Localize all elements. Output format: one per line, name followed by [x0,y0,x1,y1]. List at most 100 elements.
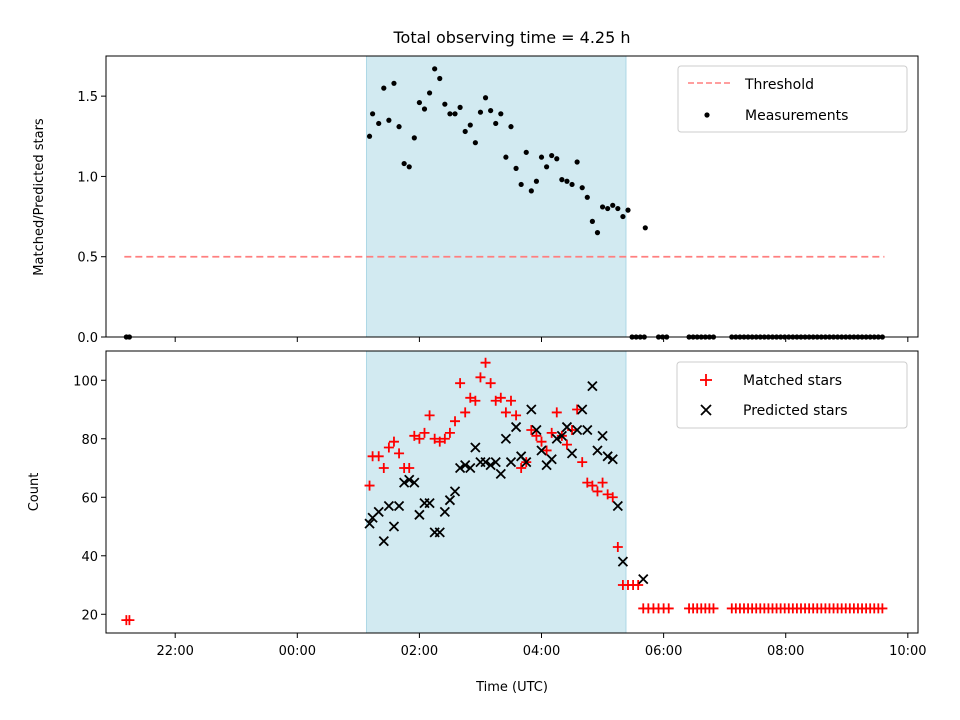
predicted-star-point [393,500,405,512]
x-tick-label: 02:00 [401,644,438,659]
matched-star-point [495,392,506,403]
matched-star-point [612,541,623,552]
measurement-point [503,154,509,160]
matched-star-point [383,442,394,453]
matched-star-point [546,427,557,438]
matched-star-point [633,580,644,591]
predicted-star-point [465,462,476,474]
legend-matched-swatch [700,374,712,386]
predicted-star-point [383,500,395,512]
legend-predicted-swatch [700,404,712,416]
count-axes: 20 40 60 80 100 22:00 00:00 02:00 04:00 06:00 08:0… [73,374,926,659]
predicted-star-point [460,459,471,471]
measurement-point [599,204,606,210]
predicted-star-point [526,404,537,415]
measurement-point [589,218,595,224]
x-tick-label: 04:00 [523,644,560,659]
predicted-star-point [454,462,466,474]
legend-measurements-swatch [704,112,710,118]
count-shaded-span [365,350,627,634]
predicted-star-point [414,509,425,520]
predicted-star-point [485,459,496,471]
ratio-panel: 0.0 0.5 1.0 1.5 Matched/Predicted stars Thr… [32,55,919,346]
predicted-star-point [373,506,384,518]
predicted-star-point [612,500,623,512]
matched-star-point [378,463,389,474]
measurement-point [543,164,550,170]
measurement-point [366,133,373,139]
matched-star-point [602,489,613,500]
measurement-point [574,159,580,165]
matched-star-point [439,433,450,444]
y-tick-label: 60 [81,491,98,506]
legend-predicted-label: Predicted stars [743,403,848,419]
measurement-point [549,152,555,159]
measurement-point [615,205,621,212]
measurement-point [559,177,565,183]
predicted-star-point [571,424,583,436]
matched-star-point [364,480,375,491]
ratio-axes-frame [105,55,919,338]
predicted-star-point [480,457,491,468]
measurement-point [493,120,499,127]
matched-star-point [373,451,384,462]
matched-star-point [470,395,481,406]
measurement-point [538,154,545,160]
measurement-point [584,194,590,200]
matched-star-point [124,615,135,626]
count-plot-area [121,357,888,626]
matched-star-point [541,445,552,456]
matched-star-point [444,427,455,438]
matched-star-point [404,463,415,474]
y-tick-label: 0.0 [77,331,98,346]
predicted-star-point [602,451,613,462]
matched-star-point [455,378,466,389]
matched-star-point [582,477,593,488]
y-tick-label: 20 [81,608,98,623]
matched-star-point [572,404,583,415]
y-tick-label: 1.5 [77,90,98,105]
measurement-point [401,160,407,167]
measurement-point [518,181,524,188]
measurement-point [411,135,417,141]
predicted-star-point [470,442,481,453]
predicted-star-point [500,433,512,444]
measurement-point [554,156,560,162]
predicted-star-point [566,448,578,459]
ratio-shaded-span [365,55,627,338]
measurement-point [421,106,428,112]
ratio-legend: Threshold Measurements [677,65,908,133]
predicted-star-point [434,527,445,538]
y-tick-label: 40 [81,550,98,565]
predicted-star-point [388,521,400,532]
predicted-star-point [551,433,562,444]
matched-star-point [429,433,440,444]
matched-star-point [877,603,888,614]
predicted-star-point [495,468,506,479]
matched-star-point [531,430,542,441]
predicted-star-point [444,495,456,506]
matched-star-point [505,395,516,406]
measurement-point [533,178,540,184]
predicted-star-point [617,556,629,567]
matched-star-point [490,395,501,406]
measurement-point [396,124,402,130]
predicted-star-point [607,454,618,465]
matched-star-point [500,407,511,418]
predicted-star-point [521,457,532,468]
measurement-point [457,104,463,110]
predicted-star-point [592,445,603,456]
ratio-y-axis-label: Matched/Predicted stars [32,118,47,276]
count-y-axis-label: Count [27,473,42,512]
predicted-star-point [424,497,435,509]
measurement-point [467,122,473,128]
count-axes-frame [105,350,919,634]
x-tick-label: 08:00 [767,644,804,659]
predicted-star-point [536,445,547,456]
matched-star-point [388,436,399,447]
measurement-point [462,128,468,135]
y-tick-label: 1.0 [77,170,98,185]
measurement-point [472,140,478,146]
predicted-star-point [364,518,375,529]
